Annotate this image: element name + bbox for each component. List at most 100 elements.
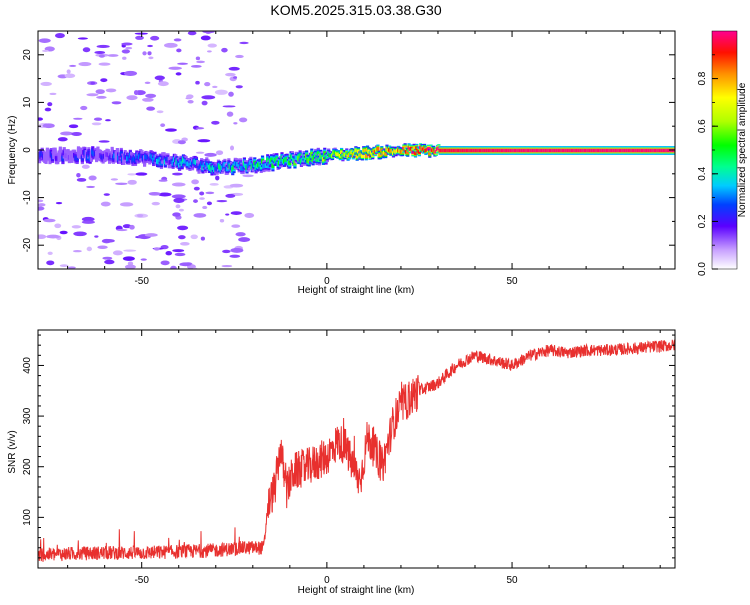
spectrogram-noise-blob xyxy=(190,64,202,68)
spectrogram-noise-blob xyxy=(221,47,228,53)
spectrogram-noise-blob xyxy=(47,251,53,255)
spectrogram-noise-blob xyxy=(228,66,240,71)
spectrogram-noise-blob xyxy=(222,105,236,108)
spectrogram-noise-blob xyxy=(233,122,238,125)
spectrogram-noise-blob xyxy=(171,194,186,199)
spectrogram-noise-blob xyxy=(55,33,65,39)
spectrogram-signal-cell xyxy=(266,157,270,163)
spectrogram-noise-blob xyxy=(165,251,173,256)
snr-ytick-label: 300 xyxy=(22,407,33,424)
spectrogram-noise-blob xyxy=(204,81,211,87)
spectrogram-noise-blob xyxy=(172,249,185,253)
spectrogram-noise-blob xyxy=(177,140,186,145)
spectrogram-noise-blob xyxy=(239,41,249,45)
snr-xtick-label: 50 xyxy=(506,575,518,586)
spectrogram-noise-blob xyxy=(207,43,217,48)
spectrogram-signal-cell xyxy=(271,163,275,168)
spectrogram-noise-blob xyxy=(98,62,111,66)
spectrogram-signal-cell xyxy=(417,150,421,154)
spectrogram-noise-blob xyxy=(38,199,44,203)
spectrogram-noise-blob xyxy=(235,85,243,89)
spectrogram-noise-blob xyxy=(201,95,216,100)
spectrogram-noise-blob xyxy=(98,54,105,58)
spectrogram-noise-blob xyxy=(179,262,192,267)
spectrogram-noise-blob xyxy=(157,81,169,87)
spectrogram-noise-blob xyxy=(148,56,154,60)
spectrogram-noise-blob xyxy=(40,81,52,86)
spectrogram-noise-blob xyxy=(187,100,194,104)
spectrogram-signal-cell xyxy=(413,151,418,156)
spectrogram-noise-blob xyxy=(211,120,220,125)
spectrogram-noise-blob xyxy=(202,205,208,210)
spectrogram-noise-blob xyxy=(173,38,182,42)
spectrogram-noise-blob xyxy=(158,192,172,197)
spectrogram-noise-blob xyxy=(215,150,224,156)
spectrogram-noise-blob xyxy=(123,249,137,252)
spectrogram-noise-blob xyxy=(86,93,99,97)
spectrogram-noise-blob xyxy=(145,93,157,98)
spectrogram-signal-cell xyxy=(384,152,388,156)
spectrogram-noise-blob xyxy=(158,179,168,182)
spectrogram-y-axis: -20 -10 0 10 20 xyxy=(22,49,675,252)
spectrogram-noise-blob xyxy=(76,177,87,182)
spectrogram-noise-blob xyxy=(135,35,144,40)
spectrogram-noise-blob xyxy=(125,46,133,50)
spectrogram-noise-blob xyxy=(71,225,81,229)
snr-x-axis: -50 0 50 xyxy=(67,330,661,586)
spectrogram-noise-blob xyxy=(154,75,165,81)
spectrogram-noise-blob xyxy=(206,201,212,206)
spectrogram-signal-cell xyxy=(80,156,84,161)
spectrogram-signal-cell xyxy=(355,154,359,159)
spectrogram-noise-blob xyxy=(195,127,205,130)
spectrogram-noise-blob xyxy=(193,186,200,191)
colorbar-ticks: 0.0 0.2 0.4 0.6 0.8 xyxy=(697,54,718,276)
spectrogram-noise-blob xyxy=(178,208,184,212)
spectrogram-noise-blob xyxy=(222,249,231,254)
spectrogram-noise-blob xyxy=(121,49,131,54)
spectrogram-noise-blob xyxy=(38,206,45,211)
colorbar-label: Normalized spectral amplitude xyxy=(737,82,748,217)
spectrogram-noise-blob xyxy=(127,173,137,176)
spectrogram-noise-blob xyxy=(144,233,158,237)
spectrogram-noise-blob xyxy=(46,234,60,239)
spectrogram-noise-blob xyxy=(107,54,119,57)
snr-frame xyxy=(37,329,676,569)
spectrogram-noise-blob xyxy=(119,202,134,207)
spectrogram-noise-blob xyxy=(124,264,136,269)
spectrogram-signal-cell xyxy=(376,147,380,151)
spectrogram-noise-blob xyxy=(187,31,197,36)
spectrogram-noise-blob xyxy=(122,56,127,60)
spectrogram-noise-blob xyxy=(144,81,151,85)
spectrogram-noise-blob xyxy=(55,201,63,205)
spectrogram-noise-blob xyxy=(244,212,255,218)
spectrogram-noise-blob xyxy=(97,245,108,250)
spectrogram-noise-blob xyxy=(94,50,106,54)
spectrogram-noise-blob xyxy=(46,260,55,266)
spectrogram-noise-blob xyxy=(133,90,139,96)
spectrogram-noise-blob xyxy=(86,185,96,189)
snr-background xyxy=(38,330,675,568)
spectrogram-signal-cell xyxy=(360,154,364,158)
spectrogram-noise-blob xyxy=(148,192,161,196)
spectrogram-noise-blob xyxy=(38,234,47,239)
spectrogram-noise-blob xyxy=(177,225,189,231)
spectrogram-noise-blob xyxy=(44,107,52,112)
spectrogram-noise-blob xyxy=(186,94,194,99)
spectrogram-noise-blob xyxy=(38,117,43,121)
spectrogram-noise-blob xyxy=(204,152,217,157)
spectrogram-signal-cell xyxy=(288,160,292,166)
spectrogram-noise-blob xyxy=(100,201,111,207)
spectrogram-xtick-label: 50 xyxy=(506,276,518,287)
spectrogram-noise-blob xyxy=(81,216,95,222)
spectrogram-noise-blob xyxy=(229,183,244,188)
spectrogram-signal-cell xyxy=(316,151,320,156)
spectrogram-noise-blob xyxy=(42,123,55,129)
spectrogram-noise-blob xyxy=(196,60,205,64)
spectrogram-noise-blob xyxy=(228,91,234,97)
spectrogram-noise-blob xyxy=(68,124,79,129)
colorbar-tick-label: 0.8 xyxy=(697,71,708,85)
spectrogram-signal-cell xyxy=(321,156,326,162)
spectrogram-noise-blob xyxy=(110,178,119,181)
spectrogram-noise-blob xyxy=(230,211,243,215)
